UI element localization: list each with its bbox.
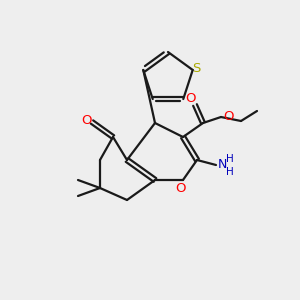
Text: O: O — [185, 92, 195, 106]
Text: H: H — [226, 154, 234, 164]
Text: H: H — [226, 167, 234, 177]
Text: O: O — [175, 182, 185, 194]
Text: S: S — [193, 62, 201, 76]
Text: O: O — [81, 113, 91, 127]
Text: N: N — [217, 158, 227, 172]
Text: O: O — [223, 110, 233, 122]
